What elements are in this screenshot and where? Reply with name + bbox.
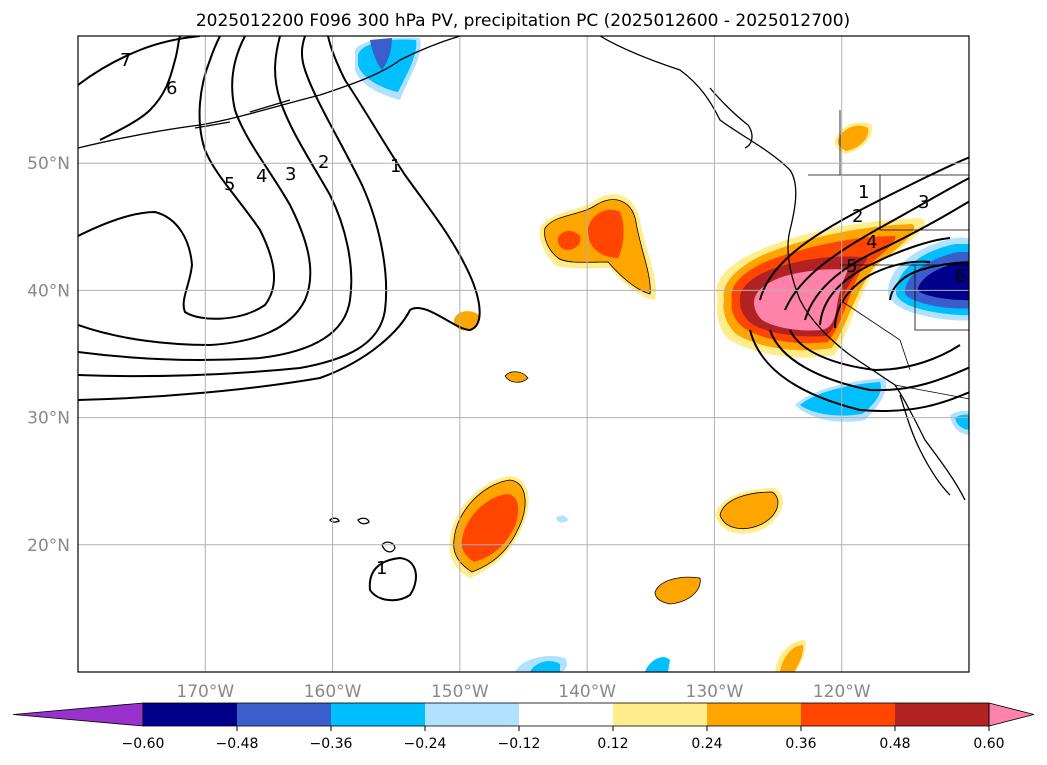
contour-label-7: 7 (120, 50, 131, 71)
precip-area-small-2-orange (780, 645, 804, 672)
lon-label: 160°W (304, 682, 362, 702)
contour-label-1: 1 (390, 156, 401, 177)
lon-label: 150°W (431, 682, 489, 702)
colorbar-tick-label: 0.60 (973, 736, 1004, 752)
pv-contour-labels: 7 6 5 4 3 2 1 1 1 2 3 4 5 6 (120, 50, 966, 579)
pv-coast-6 (889, 261, 969, 301)
precip-neg-south-2 (645, 657, 670, 672)
map-frame (77, 35, 970, 673)
contour-label-6: 6 (166, 78, 177, 99)
precip-area-west-coast-pink (754, 269, 848, 331)
pv-contours (78, 36, 969, 602)
precip-shading (355, 37, 969, 672)
colorbar-bin (331, 703, 426, 726)
latitude-labels: 50°N 40°N 30°N 20°N (27, 154, 70, 556)
map-area: 7 6 5 4 3 2 1 1 1 2 3 4 5 6 (78, 36, 969, 672)
precip-area-gulf-red2 (588, 209, 624, 258)
longitude-labels: 170°W 160°W 150°W 140°W 130°W 120°W (176, 682, 870, 702)
colorbar-bin (237, 703, 332, 726)
pv-contour-6 (99, 36, 181, 141)
colorbar-bin (895, 703, 990, 726)
lon-label: 170°W (176, 682, 234, 702)
colorbar-tick-label: 0.48 (879, 736, 910, 752)
pv-contour-1-main (78, 36, 481, 401)
colorbar-bin (425, 703, 520, 726)
pv-contour-2 (78, 36, 388, 378)
precip-neg-socal-cyan (800, 382, 881, 416)
pv-coast-inner (789, 329, 961, 372)
coast-hawaii-1 (381, 541, 396, 553)
coast-hawaii-3 (329, 517, 340, 523)
lon-label: 140°W (558, 682, 616, 702)
contour-label-2: 2 (318, 152, 329, 173)
colorbar-tick-label: −0.36 (310, 736, 353, 752)
contour-label-coast-3: 3 (918, 192, 929, 213)
precip-area-small-3-orange (837, 125, 869, 151)
lon-label: 130°W (686, 682, 744, 702)
lat-label: 30°N (27, 409, 70, 429)
lon-label: 120°W (813, 682, 871, 702)
pv-coast-3 (804, 200, 969, 321)
contour-label-4: 4 (256, 166, 267, 187)
colorbar: −0.60 −0.48 −0.36 −0.24 −0.12 0.12 0.24 0.36 0.4… (12, 702, 1035, 752)
coast-alaska (78, 36, 461, 149)
colorbar-tick-label: −0.12 (498, 736, 541, 752)
contour-label-5: 5 (224, 174, 235, 195)
colorbar-extend-low (12, 702, 144, 727)
colorbar-tick-label: −0.24 (404, 736, 447, 752)
contour-label-coast-4: 4 (866, 232, 877, 253)
pv-contour-7 (78, 36, 201, 86)
precip-area-small-4 (454, 311, 480, 331)
contour-label-coast-5: 5 (846, 256, 857, 277)
pv-contour-5 (78, 36, 276, 320)
colorbar-frame (142, 702, 990, 727)
precip-neg-alaska-cyan (358, 39, 417, 92)
pv-coast-mid (769, 329, 969, 392)
contour-label-coast-6: 6 (955, 266, 966, 287)
precip-area-subtrop-east-orange (720, 492, 778, 529)
precip-area-small-5 (505, 371, 528, 383)
pv-coast-2 (784, 176, 969, 311)
colorbar-bin (143, 703, 238, 726)
coast-north-america (599, 36, 966, 501)
colorbar-bin (707, 703, 802, 726)
pv-coast-4 (819, 237, 951, 326)
colorbar-bin (613, 703, 708, 726)
gridlines (78, 36, 969, 672)
precip-area-gulf-red1 (557, 230, 581, 250)
lat-label: 40°N (27, 281, 70, 301)
contour-label-1-hawaii: 1 (376, 558, 387, 579)
pv-coast-outer (749, 329, 969, 412)
colorbar-tick-label: 0.24 (691, 736, 722, 752)
figure-title: 2025012200 F096 300 hPa PV, precipitatio… (196, 11, 850, 31)
precip-neg-south-1-cyan (530, 661, 560, 672)
coast-hawaii-2 (357, 517, 370, 525)
precip-outlines (453, 199, 779, 605)
lat-label: 20°N (27, 536, 70, 556)
precip-neg-small (556, 515, 568, 523)
contour-label-coast-1: 1 (858, 182, 869, 203)
pv-coast-5 (834, 260, 931, 329)
precip-neg-baja-cyan (955, 414, 969, 430)
pv-contour-4 (78, 36, 312, 347)
pv-contour-3 (78, 36, 353, 361)
pv-contour-1-hawaii (368, 556, 417, 602)
colorbar-extend-high (988, 702, 1035, 727)
lat-label: 50°N (27, 154, 70, 174)
contour-label-coast-2: 2 (852, 206, 863, 227)
contour-label-3: 3 (285, 164, 296, 185)
colorbar-tick-label: −0.48 (216, 736, 259, 752)
colorbar-bin (519, 703, 614, 726)
precip-area-small-1 (655, 577, 701, 604)
colorbar-tick-label: 0.36 (785, 736, 816, 752)
pv-coast-1 (759, 156, 969, 301)
coast-vancouver (709, 87, 753, 149)
colorbar-tick-label: −0.60 (122, 736, 165, 752)
colorbar-bin (801, 703, 896, 726)
colorbar-tick-label: 0.12 (597, 736, 628, 752)
precip-neg-alaska-blue (370, 38, 392, 70)
